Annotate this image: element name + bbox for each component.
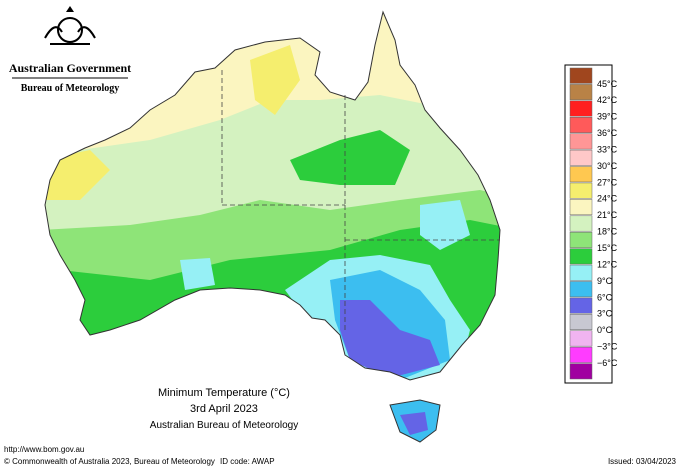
- legend-swatch: [569, 314, 593, 330]
- legend-label: 24°C: [597, 194, 618, 204]
- legend-swatch: [569, 281, 593, 298]
- legend-swatch: [569, 346, 593, 363]
- legend-swatch: [569, 248, 593, 265]
- legend-label: 27°C: [597, 177, 618, 187]
- legend-label: −6°C: [597, 358, 618, 368]
- legend-label: 39°C: [597, 112, 618, 122]
- legend: 45°C 42°C 39°C 36°C 33°C 30°C 27°C 24°C 21°C 18°C…: [564, 64, 618, 384]
- legend-label: 12°C: [597, 259, 618, 269]
- legend-label: 30°C: [597, 161, 618, 171]
- legend-swatch: [569, 199, 593, 216]
- coat-of-arms: [44, 6, 96, 45]
- legend-label: 36°C: [597, 128, 618, 138]
- agency-name: Bureau of Meteorology: [21, 83, 120, 94]
- legend-label: 15°C: [597, 243, 618, 253]
- legend-swatch: [569, 330, 593, 347]
- government-name: Australian Government: [9, 61, 131, 75]
- legend-swatch: [569, 84, 593, 101]
- temperature-map: [45, 12, 500, 380]
- legend-swatch: [569, 67, 593, 84]
- legend-swatch: [569, 264, 593, 281]
- legend-swatch: [569, 297, 593, 314]
- footer-id: ID code: AWAP: [220, 457, 275, 466]
- legend-swatch: [569, 100, 593, 117]
- legend-swatch: [569, 166, 593, 183]
- legend-swatch: [569, 182, 593, 199]
- map-title: Minimum Temperature (°C): [158, 387, 290, 399]
- legend-label: 6°C: [597, 292, 613, 302]
- legend-swatch: [569, 231, 593, 248]
- legend-swatch: [569, 215, 593, 232]
- legend-label: −3°C: [597, 342, 618, 352]
- footer-copyright: © Commonwealth of Australia 2023, Bureau…: [4, 457, 215, 466]
- legend-label: 18°C: [597, 227, 618, 237]
- legend-swatch: [569, 363, 593, 380]
- legend-label: 3°C: [597, 309, 613, 319]
- map-source: Australian Bureau of Meteorology: [150, 420, 298, 431]
- legend-swatch: [569, 149, 593, 166]
- map-date: 3rd April 2023: [190, 403, 258, 415]
- tasmania-cold: [400, 412, 428, 435]
- legend-label: 0°C: [597, 325, 613, 335]
- legend-label: 21°C: [597, 210, 618, 220]
- legend-label: 45°C: [597, 79, 618, 89]
- footer-url: http://www.bom.gov.au: [4, 445, 84, 454]
- legend-label: 42°C: [597, 95, 618, 105]
- legend-swatch: [569, 117, 593, 133]
- legend-label: 9°C: [597, 276, 613, 286]
- state-borders: [221, 70, 500, 330]
- legend-label: 33°C: [597, 144, 618, 154]
- legend-swatch: [569, 133, 593, 150]
- footer-issued: Issued: 03/04/2023: [608, 457, 677, 466]
